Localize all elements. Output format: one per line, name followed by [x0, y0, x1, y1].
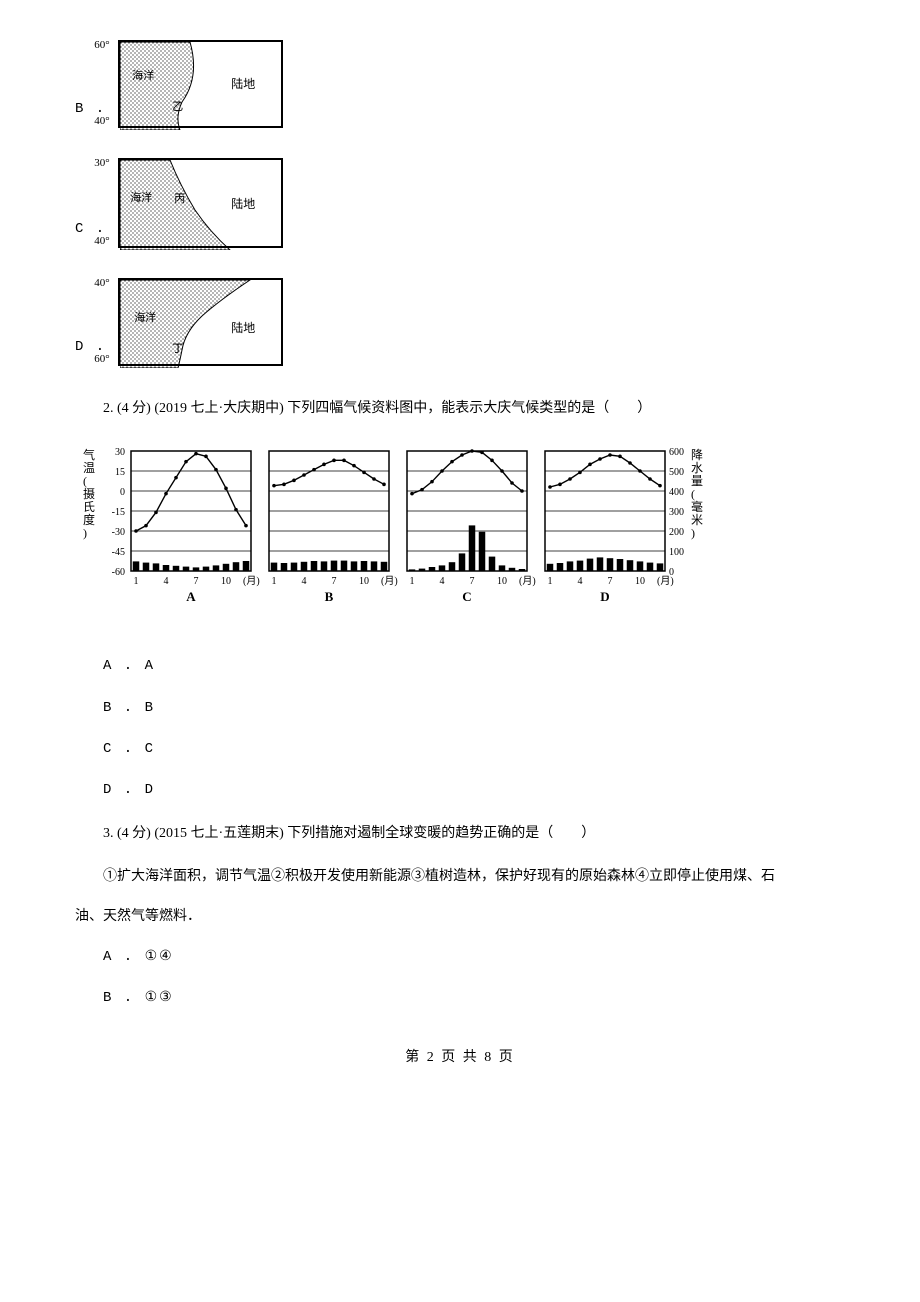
map-d-lat-top: 40° — [94, 274, 109, 294]
svg-text:(月): (月) — [243, 575, 260, 587]
map-d-marker: 丁 — [172, 340, 183, 360]
q3-option-b: B . ①③ — [75, 986, 845, 1011]
svg-text:气温(摄氏度): 气温(摄氏度) — [83, 447, 95, 540]
map-c-marker: 丙 — [174, 190, 185, 210]
svg-text:7: 7 — [608, 576, 613, 587]
map-b-lat-bottom: 40° — [94, 112, 109, 132]
svg-text:10: 10 — [359, 576, 369, 587]
svg-text:(月): (月) — [657, 575, 674, 587]
svg-text:-30: -30 — [112, 527, 125, 538]
q3-body2: 油、天然气等燃料． — [75, 904, 845, 929]
q2-option-b: B . B — [75, 696, 845, 721]
map-c: 30° 40° 海洋 陆地 丙 — [118, 158, 283, 248]
map-b-land: 陆地 — [231, 74, 255, 96]
svg-text:1: 1 — [410, 576, 415, 587]
map-c-svg — [120, 160, 285, 250]
option-d-map: D . 40° 60° 海洋 陆地 丁 — [75, 278, 845, 366]
svg-text:4: 4 — [302, 576, 307, 587]
svg-text:B: B — [325, 589, 334, 604]
svg-text:1: 1 — [134, 576, 139, 587]
q2-option-d: D . D — [75, 778, 845, 803]
map-b-svg — [120, 42, 285, 130]
map-c-lat-bottom: 40° — [94, 232, 109, 252]
svg-text:300: 300 — [669, 507, 684, 518]
svg-text:1: 1 — [548, 576, 553, 587]
map-b-lat-top: 60° — [94, 36, 109, 56]
svg-text:-60: -60 — [112, 567, 125, 578]
map-b-marker: 乙 — [172, 98, 183, 118]
q3-body1: ①扩大海洋面积，调节气温②积极开发使用新能源③植树造林，保护好现有的原始森林④立… — [75, 864, 845, 889]
svg-text:400: 400 — [669, 487, 684, 498]
svg-text:4: 4 — [578, 576, 583, 587]
climate-charts: 气温(摄氏度) 30 15 0 -15 -30 -45 -60 降水量(毫米) 600 500 400… — [75, 441, 845, 630]
svg-text:10: 10 — [221, 576, 231, 587]
svg-text:A: A — [186, 589, 196, 604]
svg-text:600: 600 — [669, 447, 684, 458]
svg-text:-15: -15 — [112, 507, 125, 518]
svg-text:(月): (月) — [381, 575, 398, 587]
svg-text:1: 1 — [272, 576, 277, 587]
svg-text:-45: -45 — [112, 547, 125, 558]
climate-svg: 气温(摄氏度) 30 15 0 -15 -30 -45 -60 降水量(毫米) 600 500 400… — [75, 441, 715, 621]
option-b-map: B . 60° 40° 海洋 陆地 乙 — [75, 40, 845, 128]
map-b-ocean: 海洋 — [132, 70, 154, 82]
svg-text:0: 0 — [120, 487, 125, 498]
svg-text:4: 4 — [440, 576, 445, 587]
svg-text:500: 500 — [669, 467, 684, 478]
svg-text:100: 100 — [669, 547, 684, 558]
map-c-lat-top: 30° — [94, 154, 109, 174]
svg-text:200: 200 — [669, 527, 684, 538]
map-d-lat-bottom: 60° — [94, 350, 109, 370]
svg-text:(月): (月) — [519, 575, 536, 587]
q2-option-a: A . A — [75, 654, 845, 679]
map-d-land: 陆地 — [231, 318, 255, 340]
svg-text:15: 15 — [115, 467, 125, 478]
map-c-ocean: 海洋 — [130, 192, 152, 204]
q3-option-a: A . ①④ — [75, 945, 845, 970]
q3-text: 3. (4 分) (2015 七上·五莲期末) 下列措施对遏制全球变暖的趋势正确… — [75, 821, 845, 846]
svg-text:7: 7 — [194, 576, 199, 587]
map-d-ocean: 海洋 — [134, 312, 156, 324]
q2-text: 2. (4 分) (2019 七上·大庆期中) 下列四幅气候资料图中，能表示大庆… — [75, 396, 845, 421]
q2-option-c: C . C — [75, 737, 845, 762]
map-d: 40° 60° 海洋 陆地 丁 — [118, 278, 283, 366]
svg-text:降水量(毫米): 降水量(毫米) — [691, 448, 703, 540]
svg-text:7: 7 — [332, 576, 337, 587]
map-c-land: 陆地 — [231, 194, 255, 216]
svg-text:D: D — [600, 589, 609, 604]
map-b: 60° 40° 海洋 陆地 乙 — [118, 40, 283, 128]
svg-text:4: 4 — [164, 576, 169, 587]
page-footer: 第 2 页 共 8 页 — [75, 1045, 845, 1070]
svg-text:7: 7 — [470, 576, 475, 587]
svg-text:10: 10 — [635, 576, 645, 587]
svg-text:10: 10 — [497, 576, 507, 587]
svg-text:C: C — [462, 589, 471, 604]
option-c-map: C . 30° 40° 海洋 陆地 丙 — [75, 158, 845, 248]
svg-text:30: 30 — [115, 447, 125, 458]
